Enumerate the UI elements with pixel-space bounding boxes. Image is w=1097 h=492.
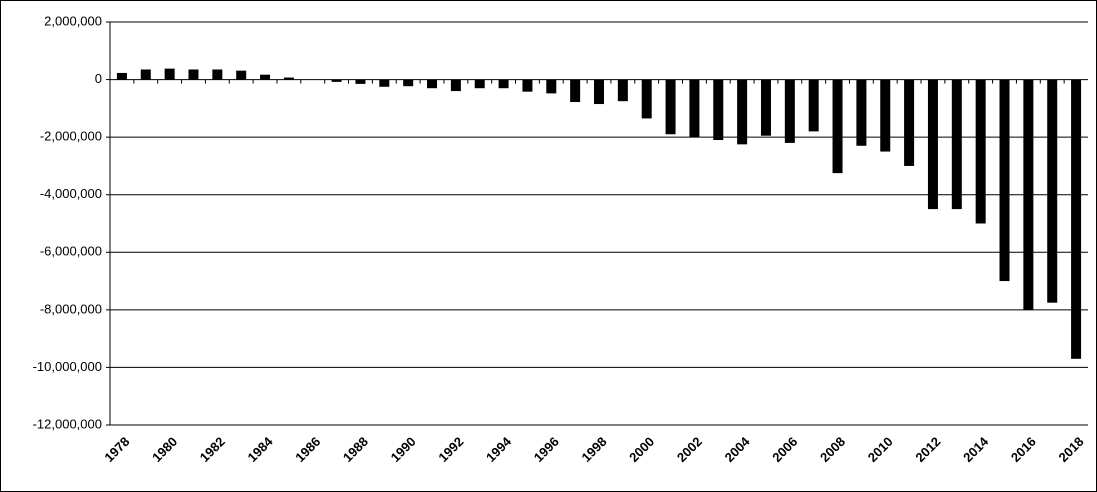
bar (808, 79, 819, 132)
bar (975, 79, 986, 224)
y-tick-label: -4,000,000 (40, 186, 102, 201)
bar (1023, 79, 1034, 310)
y-tick-label: 0 (95, 71, 102, 86)
bar (522, 79, 533, 92)
bar (713, 79, 724, 141)
bar (999, 79, 1010, 282)
bar (951, 79, 962, 210)
bar (260, 74, 271, 80)
bar (498, 79, 509, 89)
bar (617, 79, 628, 102)
bar (116, 72, 127, 80)
bar (379, 79, 390, 87)
bar (570, 79, 581, 103)
y-tick-label: -6,000,000 (40, 244, 102, 259)
y-tick-label: -8,000,000 (40, 301, 102, 316)
bar (689, 79, 700, 138)
y-tick-label: -2,000,000 (40, 129, 102, 144)
bar (355, 79, 366, 84)
bar (427, 79, 438, 89)
bar (283, 77, 294, 80)
bar (760, 79, 771, 136)
bar (403, 79, 414, 87)
bar (832, 79, 843, 174)
bar (450, 79, 461, 92)
y-tick-label: -12,000,000 (33, 416, 102, 431)
bar (236, 70, 247, 80)
bar (880, 79, 891, 152)
bar (164, 68, 175, 80)
bar (784, 79, 795, 143)
bar (212, 69, 223, 80)
bar (546, 79, 557, 94)
bar (474, 79, 485, 89)
bar (1047, 79, 1058, 303)
bar (737, 79, 748, 145)
y-tick-label: -10,000,000 (33, 359, 102, 374)
bar (594, 79, 604, 105)
y-tick-label: 2,000,000 (44, 13, 102, 28)
bar (665, 79, 676, 135)
bar (1071, 79, 1082, 359)
bar (331, 79, 342, 82)
bar (641, 79, 652, 119)
bar (188, 69, 199, 80)
bar (927, 79, 938, 210)
bar (140, 69, 151, 80)
bar (904, 79, 915, 166)
bar (856, 79, 867, 146)
